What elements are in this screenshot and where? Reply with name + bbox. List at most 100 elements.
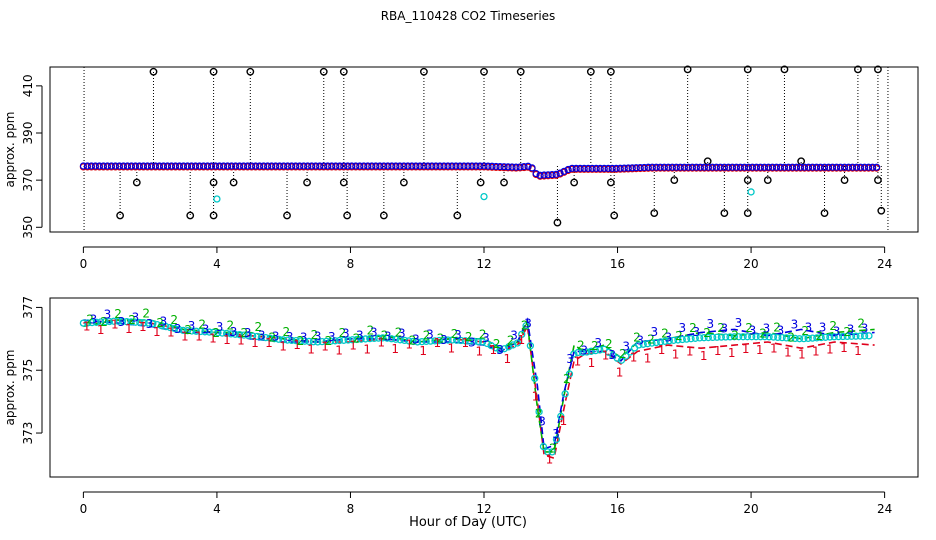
mean-point <box>279 336 287 344</box>
baseline-point-blue <box>740 163 749 171</box>
spike-point <box>874 65 882 74</box>
baseline-point-blue <box>524 162 532 170</box>
series-marker-1: 1 <box>840 341 848 355</box>
baseline-point-blue <box>384 162 392 170</box>
mean-point <box>544 448 552 456</box>
baseline-point-blue <box>163 162 172 170</box>
x-tick-label: 0 <box>80 502 88 516</box>
mean-point <box>865 332 873 340</box>
baseline-point-blue <box>792 163 801 171</box>
series-marker-2: 2 <box>339 326 347 340</box>
series-marker-1: 1 <box>111 317 119 331</box>
series-marker-2: 2 <box>745 321 753 335</box>
mean-point <box>422 337 430 346</box>
series-marker-1: 1 <box>756 343 764 357</box>
baseline-point-blue <box>540 171 548 179</box>
baseline-point-blue <box>704 163 712 171</box>
series-marker-3: 3 <box>426 328 434 342</box>
mean-point <box>735 333 743 341</box>
baseline-point-blue <box>284 162 292 170</box>
series-marker-1: 1 <box>504 352 512 366</box>
baseline-point-blue <box>772 163 781 171</box>
dip-point <box>453 211 462 220</box>
series-marker-3: 3 <box>104 307 112 321</box>
series-marker-3: 3 <box>300 331 308 345</box>
spike-point <box>420 67 428 76</box>
mean-point <box>314 338 322 346</box>
series-marker-3: 3 <box>566 352 574 366</box>
baseline-point-blue <box>308 162 316 170</box>
x-tick-label: 8 <box>347 502 355 516</box>
mean-point <box>305 337 313 346</box>
baseline-point-blue <box>712 163 720 171</box>
mean-point <box>327 337 335 345</box>
series-marker-3: 3 <box>693 325 701 339</box>
baseline-point-blue <box>139 162 148 170</box>
series-marker-3: 3 <box>146 317 154 331</box>
baseline-point-blue <box>528 164 536 172</box>
series-marker-1: 1 <box>237 334 245 348</box>
series-marker-2: 2 <box>829 319 837 333</box>
series-marker-2: 2 <box>114 307 122 321</box>
baseline-point-blue <box>873 163 881 171</box>
mean-point <box>283 336 292 344</box>
mean-point <box>804 334 812 343</box>
series-marker-2: 2 <box>787 330 795 344</box>
series-marker-3: 3 <box>342 326 350 340</box>
series-marker-3: 3 <box>202 322 210 336</box>
mean-point <box>457 336 465 345</box>
series-marker-3: 3 <box>622 339 630 353</box>
dip-point <box>209 178 218 187</box>
baseline-point-blue <box>87 162 95 170</box>
baseline-point-blue <box>187 162 196 170</box>
baseline-point-blue <box>796 163 805 171</box>
baseline-point-blue <box>276 162 284 170</box>
y-tick-label: 377 <box>21 296 35 319</box>
baseline-point-blue <box>596 164 604 172</box>
spike-point <box>339 67 348 76</box>
x-tick-label: 16 <box>610 502 625 516</box>
baseline-point-blue <box>496 162 504 171</box>
series-marker-3: 3 <box>454 328 462 342</box>
baseline-point-blue <box>664 163 672 171</box>
mean-point <box>652 338 660 347</box>
mean-point <box>222 329 231 338</box>
series-marker-1: 1 <box>672 348 680 362</box>
series-marker-1: 1 <box>181 330 189 344</box>
mean-point <box>123 318 131 326</box>
x-tick-label: 20 <box>743 502 758 516</box>
series-line-3 <box>83 317 875 450</box>
mean-point <box>140 319 148 327</box>
baseline-point-blue <box>348 162 356 170</box>
cyan-point <box>480 192 488 201</box>
series-marker-2: 2 <box>367 324 375 338</box>
series-marker-1: 1 <box>153 325 161 339</box>
series-marker-2: 2 <box>212 326 220 340</box>
top-series-group <box>79 65 889 232</box>
dip-point <box>339 178 348 187</box>
baseline-point-blue <box>288 162 296 170</box>
baseline-point-blue <box>252 162 260 170</box>
mean-point <box>509 341 517 349</box>
baseline-point-blue <box>484 162 492 170</box>
baseline-point-blue <box>400 162 408 170</box>
dip-point <box>283 211 291 220</box>
series-marker-1: 1 <box>433 336 441 350</box>
mean-point <box>101 318 109 326</box>
baseline-point-blue <box>684 163 692 171</box>
series-marker-2: 2 <box>409 333 417 347</box>
baseline-point-blue <box>600 164 608 172</box>
mean-point <box>665 337 673 345</box>
series-marker-2: 2 <box>703 326 711 340</box>
series-marker-3: 3 <box>636 334 644 348</box>
dip-point <box>743 209 752 218</box>
baseline-point-blue <box>844 163 853 171</box>
series-marker-1: 1 <box>798 347 806 361</box>
spike-point <box>149 67 158 76</box>
baseline-point-blue <box>568 164 576 172</box>
series-marker-2: 2 <box>269 330 277 344</box>
series-marker-1: 1 <box>476 345 484 359</box>
series-marker-1: 1 <box>125 322 133 336</box>
x-tick-label: 12 <box>476 257 491 271</box>
baseline-point-blue <box>240 162 248 170</box>
